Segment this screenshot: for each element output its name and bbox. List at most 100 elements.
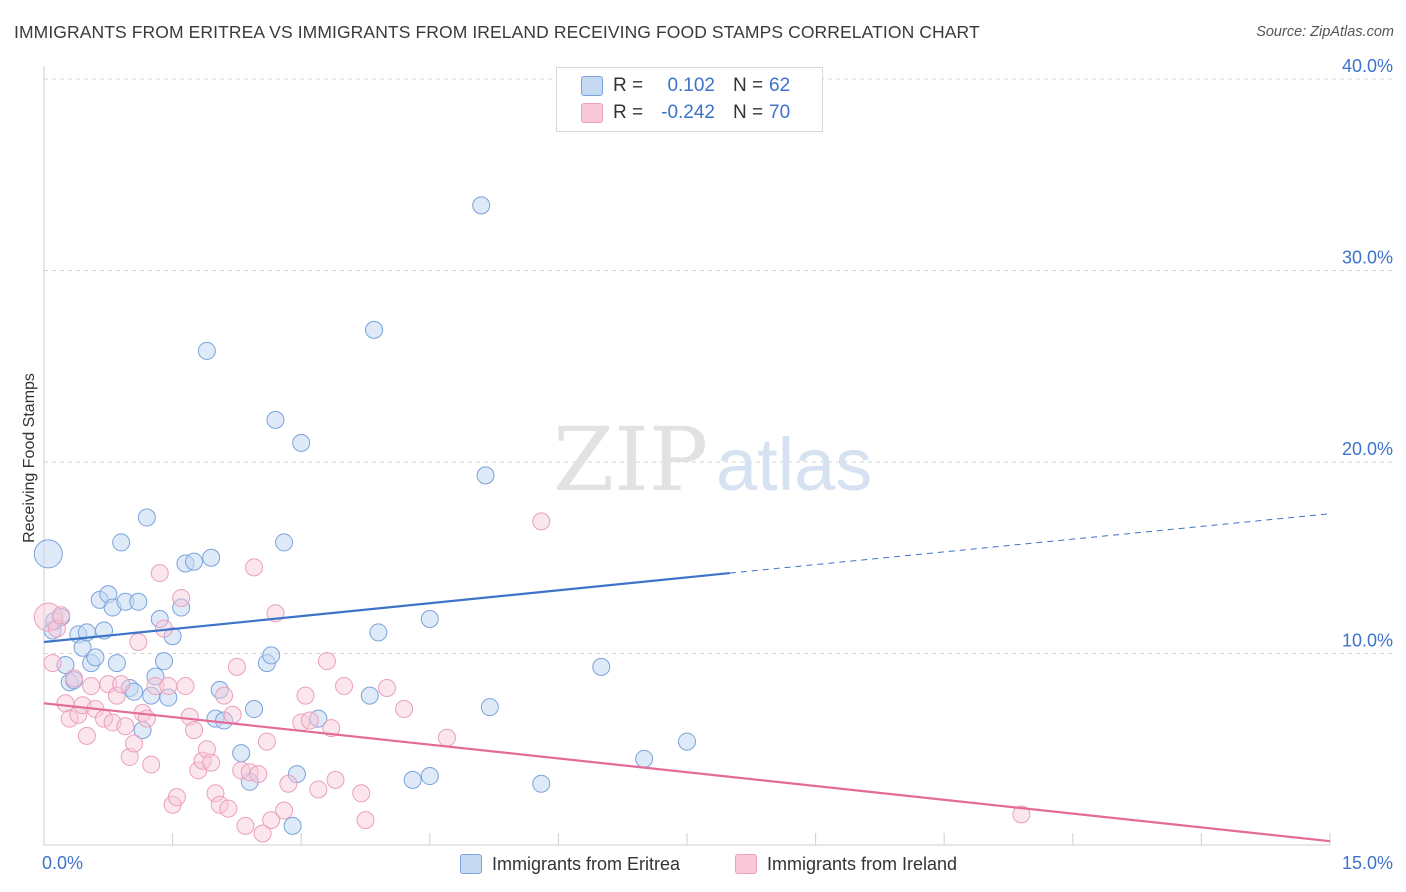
y-tick-label: 40.0%: [1342, 56, 1393, 76]
eritrea-point: [420, 610, 439, 629]
eritrea-point: [129, 592, 148, 611]
eritrea-point: [266, 410, 285, 429]
ireland-point: [120, 747, 139, 766]
eritrea-point: [33, 539, 63, 569]
eritrea-point: [365, 320, 384, 339]
eritrea-point: [678, 732, 696, 751]
ireland-point: [296, 686, 315, 705]
ireland-point: [77, 726, 96, 745]
ireland-point: [395, 700, 414, 719]
eritrea-point: [137, 508, 156, 527]
n-value-eritrea: 62: [769, 75, 791, 96]
ireland-swatch: [581, 103, 603, 123]
legend-swatch-eritrea: [460, 854, 482, 874]
watermark-zip: ZIP: [553, 408, 708, 511]
eritrea-trend-extension: [729, 513, 1331, 574]
eritrea-point: [369, 623, 388, 642]
r-label: R =: [613, 102, 644, 123]
ireland-point: [257, 732, 276, 751]
legend-swatch-ireland: [735, 854, 757, 874]
eritrea-point: [262, 646, 281, 665]
ireland-point: [335, 677, 354, 696]
ireland-point: [172, 588, 191, 607]
x-tick-label: 0.0%: [42, 853, 83, 873]
eritrea-point: [403, 770, 422, 789]
eritrea-point: [275, 533, 294, 552]
eritrea-point: [245, 700, 264, 719]
eritrea-swatch: [581, 76, 603, 96]
watermark: ZIP atlas: [553, 408, 872, 511]
legend-item-eritrea[interactable]: Immigrants from Eritrea: [460, 852, 680, 876]
source-credit: Source: ZipAtlas.com: [1256, 24, 1394, 40]
ireland-point: [309, 780, 328, 799]
ireland-point: [47, 619, 66, 638]
eritrea-point: [476, 466, 495, 485]
n-label: N =: [733, 102, 764, 123]
legend-item-ireland[interactable]: Immigrants from Ireland: [735, 852, 957, 876]
eritrea-point: [202, 548, 221, 567]
ireland-point: [223, 705, 242, 724]
y-tick-label: 30.0%: [1342, 248, 1393, 268]
eritrea-point: [592, 657, 611, 676]
ireland-point: [317, 652, 336, 671]
ireland-point: [352, 784, 371, 803]
eritrea-point: [185, 552, 204, 571]
ireland-point: [253, 824, 272, 843]
ireland-point: [215, 686, 234, 705]
ireland-point: [279, 774, 298, 793]
eritrea-point: [146, 667, 165, 686]
ireland-point: [322, 719, 341, 738]
eritrea-trend-line: [43, 571, 730, 644]
ireland-point: [532, 512, 551, 531]
ireland-point: [146, 677, 165, 696]
eritrea-point: [420, 767, 439, 786]
eritrea-point: [472, 196, 491, 215]
x-tick-label: 15.0%: [1342, 853, 1393, 873]
ireland-point: [185, 721, 204, 740]
ireland-point: [275, 801, 294, 820]
eritrea-point: [150, 610, 169, 629]
ireland-point: [249, 765, 268, 784]
ireland-point: [125, 734, 144, 753]
ireland-point: [262, 811, 281, 830]
eritrea-point: [107, 654, 126, 673]
eritrea-point: [215, 711, 234, 730]
eritrea-point: [232, 744, 251, 763]
eritrea-point: [197, 341, 216, 360]
ireland-point: [107, 686, 126, 705]
watermark-atlas: atlas: [716, 423, 872, 506]
legend-label-eritrea: Immigrants from Eritrea: [492, 853, 681, 874]
ireland-point: [65, 669, 84, 688]
eritrea-point: [172, 598, 191, 617]
n-value-ireland: 70: [769, 102, 791, 123]
ireland-point: [52, 606, 71, 625]
ireland-point: [116, 717, 135, 736]
ireland-point: [377, 678, 396, 697]
eritrea-point: [635, 749, 654, 768]
eritrea-point: [112, 533, 131, 552]
eritrea-point: [532, 774, 551, 793]
ireland-point: [142, 755, 161, 774]
ireland-point: [150, 564, 169, 583]
ireland-point: [245, 558, 264, 577]
ireland-point: [206, 784, 225, 803]
ireland-point: [112, 675, 131, 694]
n-label: N =: [733, 75, 764, 96]
ireland-point: [219, 799, 238, 818]
eritrea-point: [480, 698, 499, 717]
ireland-point: [202, 753, 221, 772]
eritrea-point: [292, 433, 311, 452]
ireland-point: [167, 788, 186, 807]
ireland-point: [300, 711, 319, 730]
ireland-point: [82, 677, 101, 696]
r-value-ireland: -0.242: [661, 102, 715, 123]
y-tick-label: 10.0%: [1342, 631, 1393, 651]
ireland-point: [43, 654, 62, 673]
ireland-point: [437, 728, 456, 747]
ireland-point: [227, 657, 246, 676]
eritrea-point: [283, 816, 302, 835]
ireland-point: [210, 795, 229, 814]
legend-label-ireland: Immigrants from Ireland: [767, 853, 958, 874]
eritrea-point: [86, 648, 105, 667]
